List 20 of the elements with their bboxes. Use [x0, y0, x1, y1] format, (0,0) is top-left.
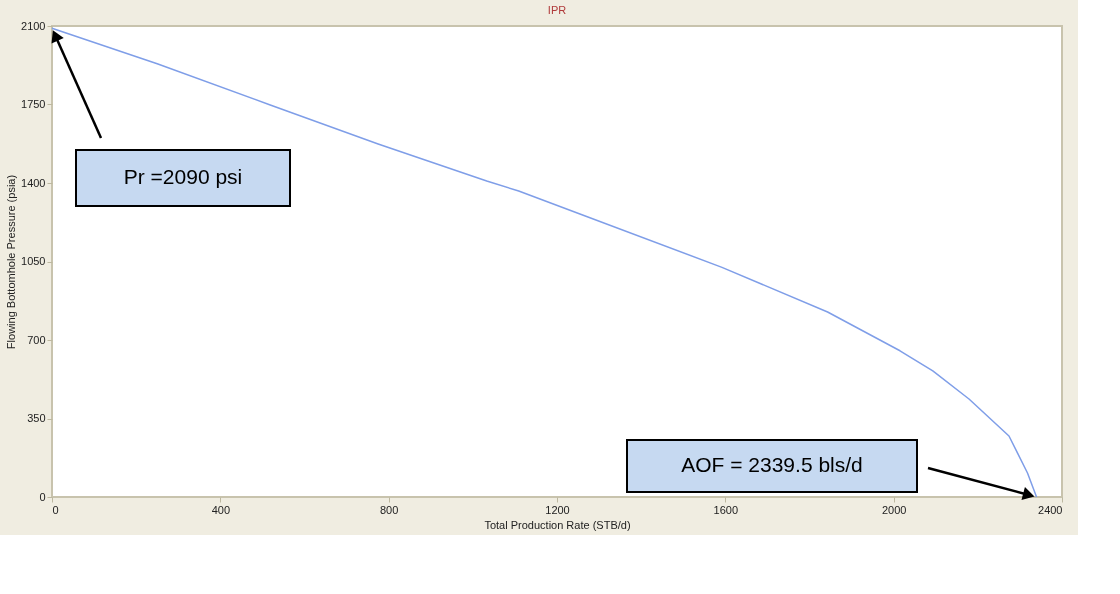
x-tick-label: 2400: [1038, 503, 1063, 516]
y-tick-label: 1050: [21, 255, 46, 267]
x-axis-title: Total Production Rate (STB/d): [484, 518, 631, 531]
x-tick-label: 400: [211, 503, 231, 516]
annotation: AOF = 2339.5 bls/d: [681, 453, 863, 476]
line-series: [51, 27, 1038, 498]
annotation: Pr =2090 psi: [123, 165, 243, 188]
y-tick-label: 350: [27, 412, 46, 424]
chart-title: IPR: [547, 4, 567, 16]
y-tick-label: 1750: [21, 98, 46, 110]
y-tick-label: 0: [39, 490, 46, 503]
y-tick-label: 1400: [21, 176, 46, 189]
x-tick-label: 1200: [545, 503, 570, 516]
x-tick-label: 0: [52, 503, 59, 516]
x-tick-label: 1600: [713, 503, 739, 516]
x-tick-label: 800: [379, 503, 399, 516]
y-axis-title: Flowing Bottomhole Pressure (psia): [5, 174, 18, 350]
x-tick-label: 2000: [881, 503, 907, 516]
y-tick-label: 2100: [21, 19, 46, 32]
y-tick-label: 700: [27, 333, 46, 346]
